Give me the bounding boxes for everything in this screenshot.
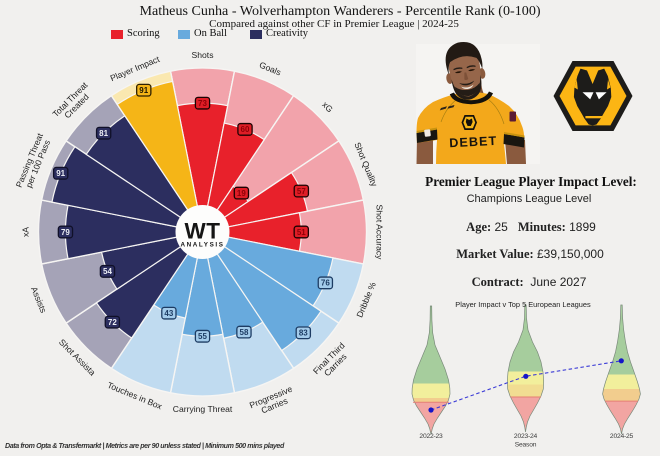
svg-text:54: 54 (103, 267, 112, 276)
svg-text:81: 81 (99, 129, 108, 138)
svg-text:76: 76 (321, 279, 330, 288)
svg-text:55: 55 (198, 332, 207, 341)
svg-text:79: 79 (61, 228, 70, 237)
svg-text:Shot Accuracy: Shot Accuracy (374, 205, 384, 261)
svg-text:Goals: Goals (258, 60, 283, 78)
svg-text:WT: WT (185, 219, 221, 244)
svg-text:Carrying Threat: Carrying Threat (173, 404, 233, 414)
svg-text:19: 19 (237, 189, 246, 198)
svg-text:2024-25: 2024-25 (610, 433, 634, 440)
svg-text:91: 91 (56, 169, 65, 178)
svg-text:83: 83 (299, 329, 308, 338)
svg-text:xA: xA (21, 227, 31, 237)
svg-text:2022-23: 2022-23 (419, 433, 443, 440)
svg-text:73: 73 (198, 99, 207, 108)
svg-text:Player Impact v Top 5 European: Player Impact v Top 5 European Leagues (455, 300, 591, 309)
svg-text:2023-24: 2023-24 (514, 433, 538, 440)
svg-text:Shots: Shots (192, 50, 214, 60)
svg-text:43: 43 (164, 309, 173, 318)
svg-text:72: 72 (108, 318, 117, 327)
svg-text:Assists: Assists (29, 285, 49, 314)
svg-text:ProgressiveCarries: ProgressiveCarries (248, 384, 297, 419)
svg-text:60: 60 (241, 125, 250, 134)
svg-text:51: 51 (297, 228, 306, 237)
svg-text:ANALYSIS: ANALYSIS (180, 242, 224, 249)
svg-text:57: 57 (297, 187, 306, 196)
svg-text:Season: Season (515, 442, 537, 449)
svg-text:58: 58 (240, 328, 249, 337)
svg-text:xG: xG (320, 99, 335, 114)
svg-text:91: 91 (139, 86, 148, 95)
svg-text:DEBET: DEBET (449, 134, 498, 151)
